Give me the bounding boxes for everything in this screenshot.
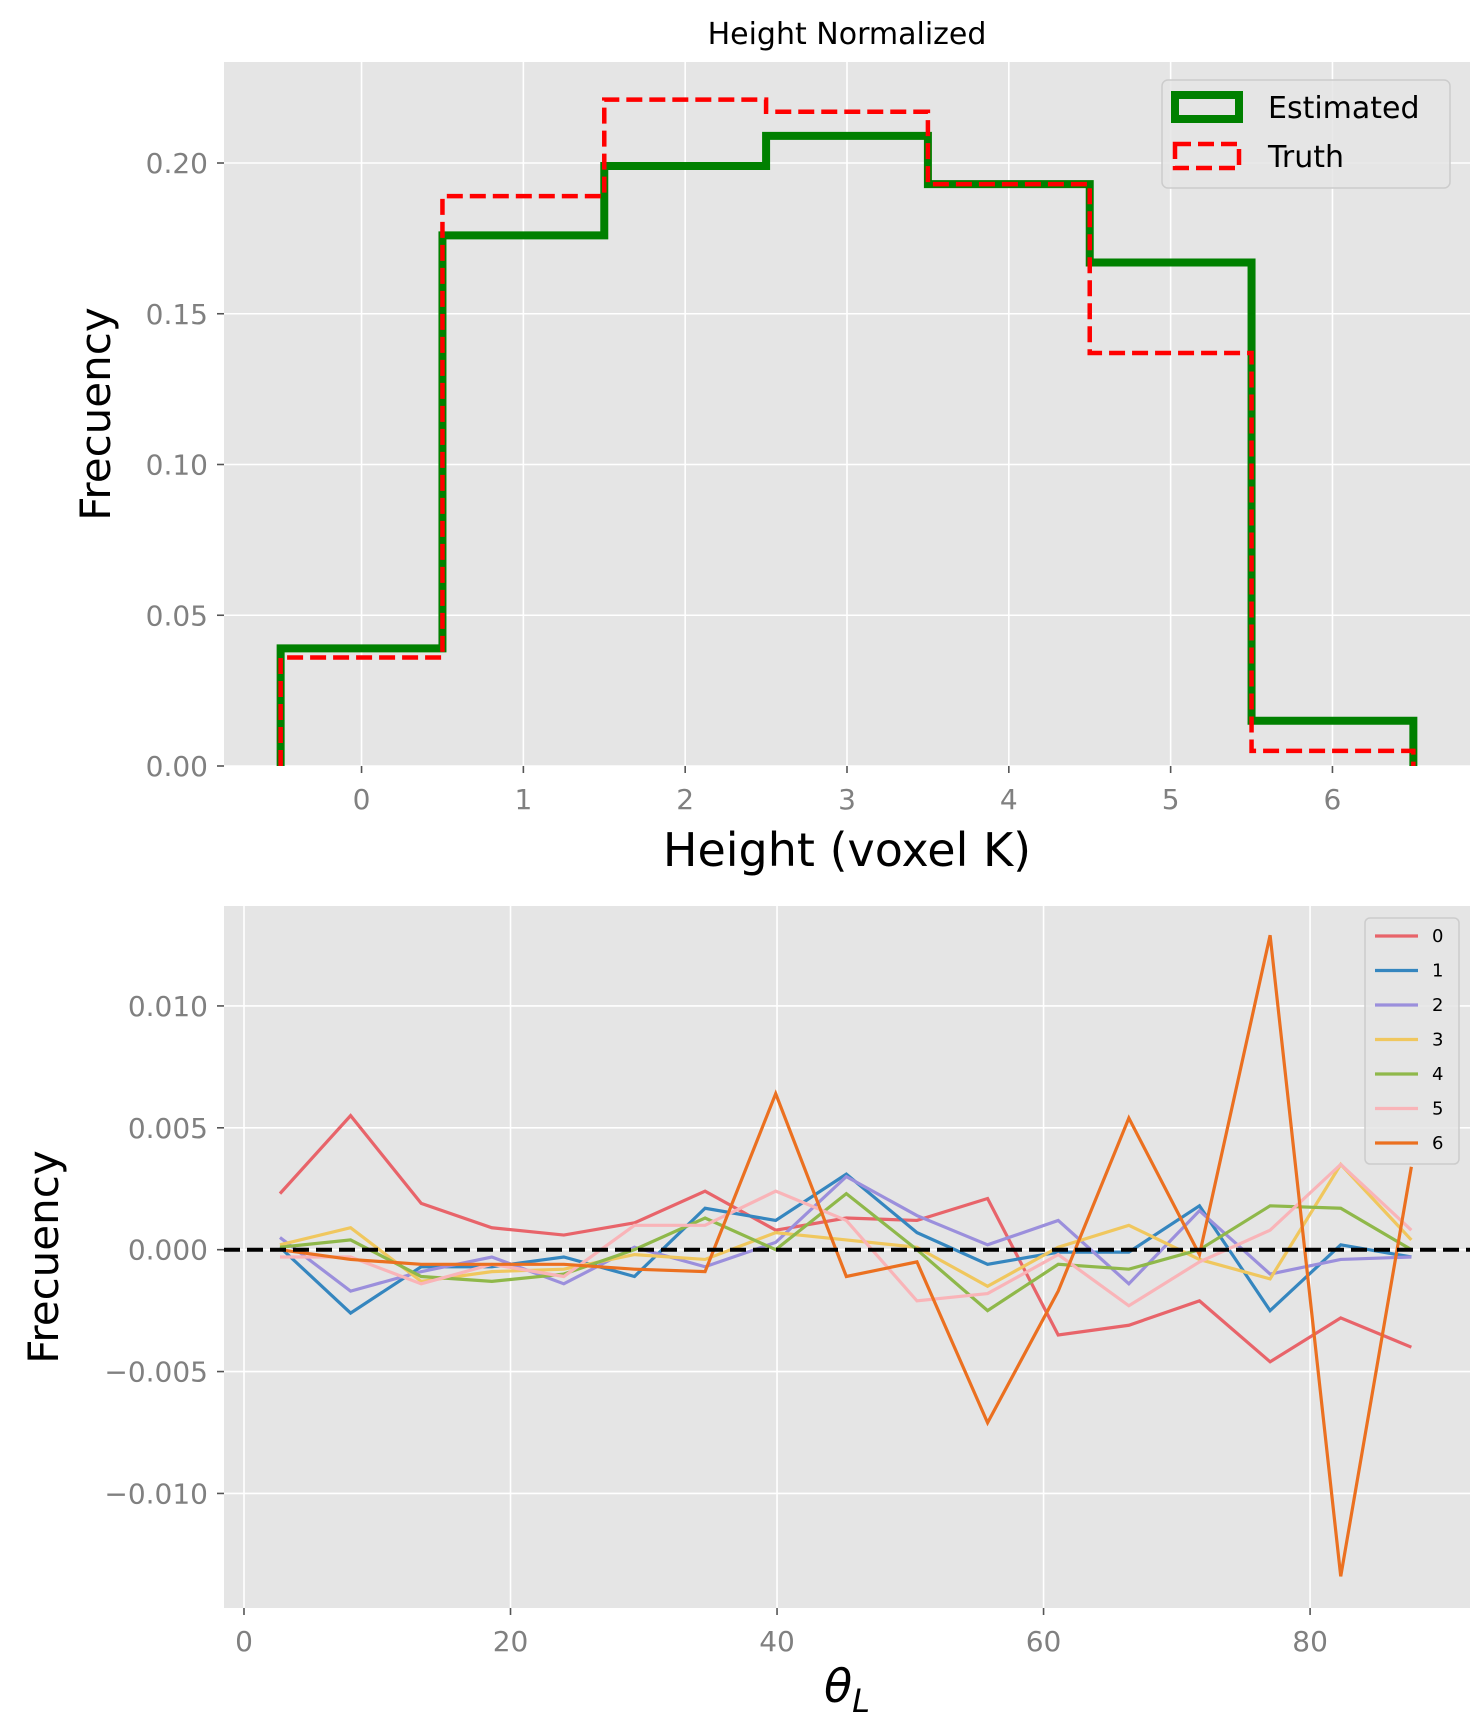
legend-label-0: 0	[1432, 926, 1443, 947]
legend-label-4: 4	[1432, 1064, 1443, 1085]
y-tick-label: 0.10	[146, 449, 208, 482]
y-tick-label: 0.000	[128, 1234, 208, 1267]
x-tick-label: 1	[514, 783, 532, 816]
x-axis-label: θL	[824, 1659, 870, 1720]
legend-swatch-truth	[1172, 141, 1242, 171]
x-axis-label-main: θ	[824, 1659, 852, 1713]
y-tick-label: 0.05	[146, 599, 208, 632]
x-tick-label: 0	[353, 783, 371, 816]
y-tick-label: −0.005	[104, 1356, 208, 1389]
y-tick-label: 0.010	[128, 990, 208, 1023]
x-tick-label: 4	[1000, 783, 1018, 816]
x-tick-label: 6	[1324, 783, 1342, 816]
plot-area-background	[224, 906, 1470, 1608]
x-tick-label: 3	[838, 783, 856, 816]
x-axis-label: Height (voxel K)	[663, 823, 1031, 877]
y-tick-label: 0.20	[146, 147, 208, 180]
y-tick-label: −0.010	[104, 1477, 208, 1510]
series-6-line	[279, 934, 1413, 1577]
x-tick-label: 5	[1162, 783, 1180, 816]
series-0-line	[278, 1113, 1412, 1364]
series-truth-step	[278, 97, 1416, 766]
legend-label-estimated: Estimated	[1268, 91, 1420, 126]
data-series	[276, 97, 1418, 766]
tick-labels: 0 20 40 60 80 −0.010 −0.005 0.000 0.005 0.010	[104, 990, 1328, 1658]
histogram-panel: Height Normalized 0 1 2 3 4 5 6 0.00 0.05 0.10 0.1…	[71, 17, 1470, 877]
x-tick-label: 60	[1026, 1625, 1062, 1658]
chart-title: Height Normalized	[708, 17, 987, 52]
data-series	[224, 934, 1470, 1577]
tick-labels: 0 1 2 3 4 5 6 0.00 0.05 0.10 0.15 0.20	[146, 147, 1342, 816]
legend-swatch-estimated	[1171, 91, 1243, 123]
legend-label-5: 5	[1432, 1099, 1443, 1120]
series-1-line	[278, 1172, 1412, 1316]
x-tick-label: 20	[493, 1625, 529, 1658]
x-tick-label: 40	[759, 1625, 795, 1658]
x-tick-label: 0	[235, 1625, 253, 1658]
series-4-line	[279, 1191, 1413, 1313]
legend: 0 1 2 3 4 5 6	[1364, 917, 1460, 1165]
x-tick-label: 2	[676, 783, 694, 816]
legend-frame	[1161, 79, 1451, 189]
legend-label-2: 2	[1432, 995, 1443, 1016]
y-axis-label: Frecuency	[71, 307, 120, 520]
series-3-line	[279, 1161, 1413, 1289]
y-tick-label: 0.005	[128, 1112, 208, 1145]
x-axis-label-subscript: L	[852, 1682, 870, 1720]
legend-label-3: 3	[1432, 1030, 1443, 1051]
legend-label-truth: Truth	[1267, 140, 1344, 175]
legend-label-1: 1	[1432, 961, 1443, 982]
grid-lines	[224, 62, 1470, 767]
y-axis-label: Frecuency	[19, 1150, 68, 1363]
series-2-line	[279, 1174, 1412, 1293]
y-tick-label: 0.00	[146, 750, 208, 783]
y-tick-label: 0.15	[146, 298, 208, 331]
x-tick-label: 80	[1292, 1625, 1328, 1658]
legend: Estimated Truth	[1161, 79, 1451, 189]
legend-label-6: 6	[1432, 1133, 1443, 1154]
